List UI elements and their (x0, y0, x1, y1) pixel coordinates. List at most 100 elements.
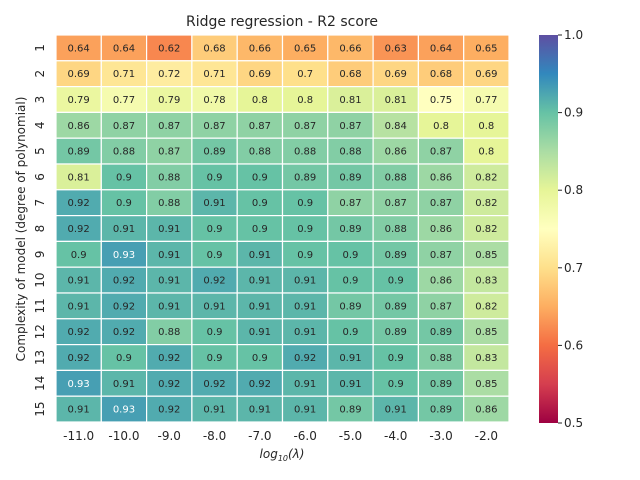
heatmap-cell-label: 0.89 (339, 224, 361, 235)
heatmap-cell-label: 0.87 (430, 147, 452, 158)
heatmap-cell-label: 0.9 (207, 172, 223, 183)
heatmap-cell-label: 0.91 (158, 250, 180, 261)
heatmap-cell-label: 0.82 (475, 198, 497, 209)
heatmap-cell-label: 0.91 (385, 405, 407, 416)
heatmap-cell (417, 344, 465, 372)
heatmap-cell (417, 369, 465, 397)
heatmap-cell-label: 0.85 (475, 327, 497, 338)
heatmap-cell (327, 266, 374, 294)
heatmap-cell-label: 0.82 (475, 172, 497, 183)
heatmap-cell-label: 0.89 (203, 147, 225, 158)
heatmap-cell (327, 215, 374, 243)
heatmap-cell (417, 240, 465, 268)
heatmap-cell-labels: 0.64 0.64 0.62 0.68 0.66 0.65 0.66 0.63 0.64 0.65… (68, 43, 498, 415)
heatmap-cell (236, 318, 284, 346)
heatmap-cell (281, 34, 329, 62)
y-tick-label: 6 (33, 173, 47, 181)
heatmap-cell-label: 0.84 (385, 121, 407, 132)
heatmap-cell-label: 0.91 (339, 353, 361, 364)
heatmap-cell-label: 0.91 (249, 405, 271, 416)
heatmap-cell-label: 0.87 (385, 198, 407, 209)
heatmap-cell (55, 240, 102, 268)
heatmap-cell-label: 0.92 (203, 276, 225, 287)
heatmap-cell (146, 163, 193, 191)
heatmap-cell (100, 215, 148, 243)
heatmap-cell-label: 0.87 (430, 250, 452, 261)
heatmap-cell-label: 0.65 (294, 43, 316, 54)
heatmap-cell-label: 0.91 (158, 224, 180, 235)
heatmap-cell-label: 0.9 (116, 172, 132, 183)
x-tick-label: -10.0 (108, 429, 139, 443)
heatmap-cell (100, 395, 148, 423)
heatmap-cell-label: 0.86 (430, 276, 452, 287)
y-tick-label: 13 (33, 350, 47, 365)
heatmap-cell-label: 0.82 (475, 301, 497, 312)
y-tick-label: 5 (33, 147, 47, 155)
heatmap-cell (100, 240, 148, 268)
heatmap-cell-label: 0.91 (113, 379, 135, 390)
heatmap-cell-label: 0.88 (294, 147, 316, 158)
heatmap-cell (372, 266, 420, 294)
heatmap-cell (281, 318, 329, 346)
heatmap-cell-label: 0.87 (339, 121, 361, 132)
heatmap-cell-label: 0.92 (158, 405, 180, 416)
heatmap-cell-label: 0.91 (339, 379, 361, 390)
heatmap-cell-label: 0.9 (297, 250, 313, 261)
heatmap-cell-label: 0.8 (252, 95, 268, 106)
heatmap-cell-label: 0.89 (430, 405, 452, 416)
heatmap-cell-label: 0.91 (158, 276, 180, 287)
y-tick-label: 3 (33, 96, 47, 104)
colorbar-tick-label: 0.9 (564, 106, 583, 120)
heatmap-cell-label: 0.92 (68, 353, 90, 364)
heatmap-cell (417, 60, 465, 88)
heatmap-cell-label: 0.88 (385, 172, 407, 183)
y-axis-title: Complexity of model (degree of polynomia… (14, 97, 28, 362)
heatmap-cell-label: 0.9 (252, 198, 268, 209)
heatmap-cell-label: 0.82 (475, 224, 497, 235)
heatmap-cell (463, 318, 510, 346)
heatmap-cell (55, 266, 102, 294)
heatmap-cell-label: 0.81 (68, 172, 90, 183)
heatmap-cell-label: 0.9 (342, 250, 358, 261)
heatmap-cell-label: 0.71 (113, 69, 135, 80)
heatmap-cell-label: 0.92 (294, 353, 316, 364)
heatmap-cell-label: 0.9 (252, 224, 268, 235)
heatmap-cell (327, 60, 374, 88)
y-tick-label: 7 (33, 199, 47, 207)
heatmap-cell (55, 85, 102, 113)
heatmap-cell (281, 111, 329, 139)
heatmap-cell (55, 189, 102, 217)
heatmap-cell (417, 189, 465, 217)
heatmap-cell-label: 0.81 (339, 95, 361, 106)
heatmap-cell-label: 0.87 (203, 121, 225, 132)
heatmap-cell (417, 163, 465, 191)
heatmap-cell (100, 344, 148, 372)
heatmap-cell (372, 137, 420, 165)
heatmap-cell-label: 0.91 (294, 379, 316, 390)
x-tick-label: -11.0 (63, 429, 94, 443)
heatmap-cell-label: 0.91 (158, 301, 180, 312)
heatmap-cell-label: 0.77 (475, 95, 497, 106)
heatmap-cell-label: 0.69 (385, 69, 407, 80)
heatmap-cell-label: 0.91 (249, 301, 271, 312)
heatmap-cell-label: 0.92 (203, 379, 225, 390)
heatmap-cell-label: 0.88 (339, 147, 361, 158)
heatmap-cell (372, 292, 420, 320)
heatmap-cell (327, 189, 374, 217)
heatmap-cell-label: 0.89 (430, 379, 452, 390)
heatmap-cell-label: 0.9 (342, 276, 358, 287)
heatmap-cell (463, 137, 510, 165)
x-tick-label: -4.0 (384, 429, 407, 443)
heatmap-cell-label: 0.89 (339, 172, 361, 183)
heatmap-cell-label: 0.89 (294, 172, 316, 183)
x-tick-label: -7.0 (248, 429, 271, 443)
heatmap-cell-label: 0.89 (385, 327, 407, 338)
y-tick-label: 12 (33, 324, 47, 339)
heatmap-cell-label: 0.88 (113, 147, 135, 158)
heatmap-cell (191, 60, 238, 88)
heatmap-cell-label: 0.85 (475, 379, 497, 390)
heatmap-cell-label: 0.91 (68, 276, 90, 287)
heatmap-cell-label: 0.69 (249, 69, 271, 80)
heatmap-cell-label: 0.91 (294, 301, 316, 312)
